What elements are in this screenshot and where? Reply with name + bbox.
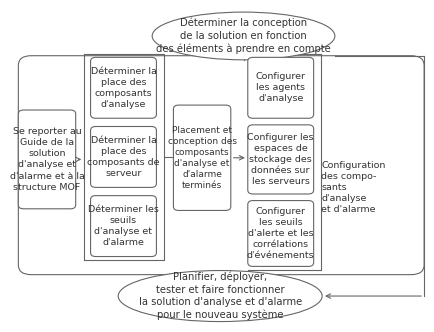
FancyBboxPatch shape [174,105,231,210]
FancyBboxPatch shape [248,201,314,266]
Text: Configuration
des compo-
sants
d'analyse
et d'alarme: Configuration des compo- sants d'analyse… [321,161,386,214]
Text: Configurer
les agents
d'analyse: Configurer les agents d'analyse [256,72,306,103]
Text: Déterminer la conception
de la solution en fonction
des éléments à prendre en co: Déterminer la conception de la solution … [156,18,331,54]
Text: Placement et
conception des
composants
d'analyse et
d'alarme
terminés: Placement et conception des composants d… [168,125,237,190]
Text: Déterminer les
seuils
d'analyse et
d'alarme: Déterminer les seuils d'analyse et d'ala… [88,205,159,247]
Text: Déterminer la
place des
composants de
serveur: Déterminer la place des composants de se… [87,136,160,178]
FancyBboxPatch shape [91,196,156,257]
Text: Se reporter au
Guide de la
solution
d'analyse et
d'alarme et à la
structure MOF: Se reporter au Guide de la solution d'an… [10,127,85,192]
Text: Configurer
les seuils
d'alerte et les
corrélations
d'événements: Configurer les seuils d'alerte et les co… [247,207,315,260]
Text: Configurer les
espaces de
stockage des
données sur
les serveurs: Configurer les espaces de stockage des d… [247,133,314,186]
FancyBboxPatch shape [91,126,156,187]
FancyBboxPatch shape [248,57,314,118]
FancyBboxPatch shape [18,110,76,209]
FancyBboxPatch shape [248,125,314,194]
Text: Planifier, déployer,
tester et faire fonctionner
la solution d'analyse et d'alar: Planifier, déployer, tester et faire fon… [138,272,302,320]
Text: Déterminer la
place des
composants
d'analyse: Déterminer la place des composants d'ana… [91,67,156,109]
Ellipse shape [118,271,322,322]
FancyBboxPatch shape [91,57,156,118]
Ellipse shape [152,12,335,60]
